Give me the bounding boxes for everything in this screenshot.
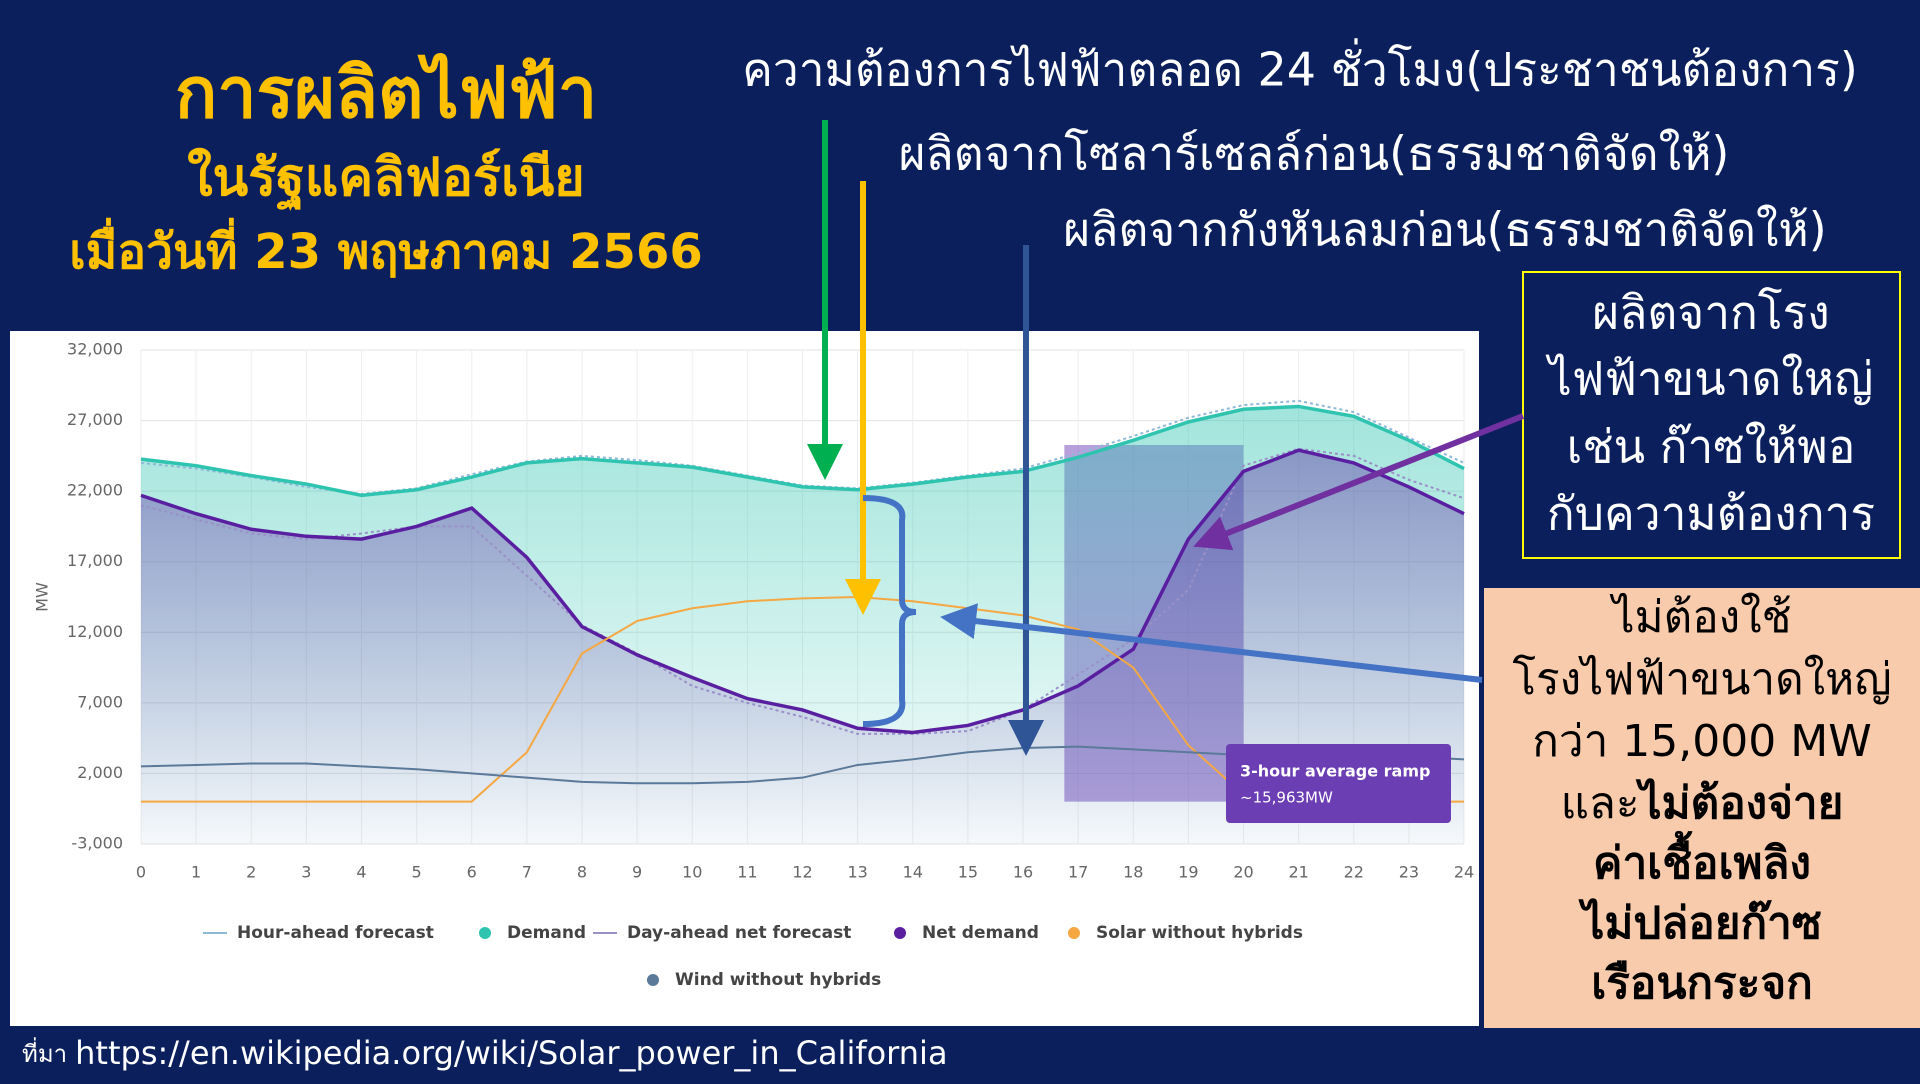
source-url: https://en.wikipedia.org/wiki/Solar_powe… bbox=[75, 1034, 947, 1072]
y-tick-label: 32,000 bbox=[67, 340, 123, 359]
benefit-line: ค่าเชื้อเพลิง bbox=[1593, 830, 1811, 889]
legend-label: Net demand bbox=[922, 923, 1039, 943]
gas-text: กับความต้องการ bbox=[1547, 487, 1875, 541]
x-tick-label: 4 bbox=[356, 863, 366, 882]
x-tick-label: 22 bbox=[1344, 863, 1364, 882]
x-tick-label: 3 bbox=[301, 863, 311, 882]
x-tick-label: 17 bbox=[1068, 863, 1088, 882]
x-tick-label: 21 bbox=[1288, 863, 1308, 882]
gas-text: ไฟฟ้าขนาดใหญ่ bbox=[1545, 352, 1874, 406]
x-tick-label: 9 bbox=[632, 863, 642, 882]
line bbox=[140, 448, 1465, 735]
legend-marker bbox=[1068, 927, 1080, 939]
source: ที่มา https://en.wikipedia.org/wiki/Solar… bbox=[22, 1034, 948, 1072]
x-tick-label: 19 bbox=[1178, 863, 1198, 882]
legend-marker bbox=[479, 927, 491, 939]
benefit-line: กว่า 15,000 MW bbox=[1532, 716, 1871, 767]
x-tick-label: 18 bbox=[1123, 863, 1143, 882]
arrow bbox=[940, 603, 1483, 683]
area bbox=[141, 450, 1464, 844]
x-tick-label: 12 bbox=[792, 863, 812, 882]
slide-title: ในรัฐแคลิฟอร์เนีย bbox=[187, 147, 585, 211]
y-tick-label: 12,000 bbox=[67, 622, 123, 641]
y-tick-label: 22,000 bbox=[67, 481, 123, 500]
benefit-line: และไม่ต้องจ่าย bbox=[1561, 777, 1844, 829]
source-prefix: ที่มา bbox=[22, 1037, 67, 1068]
benefit-word: ไม่ต้องจ่าย bbox=[1636, 777, 1844, 829]
gas-box bbox=[1522, 271, 1901, 559]
y-axis-label: MW bbox=[33, 582, 52, 612]
bracket bbox=[862, 495, 917, 727]
gas-text: เช่น ก๊าซให้พอ bbox=[1567, 420, 1856, 474]
y-tick-label: 17,000 bbox=[67, 551, 123, 570]
x-tick-label: 5 bbox=[412, 863, 422, 882]
slide-title: เมื่อวันที่ 23 พฤษภาคม 2566 bbox=[69, 217, 703, 280]
y-tick-label: 27,000 bbox=[67, 410, 123, 429]
x-tick-label: 1 bbox=[191, 863, 201, 882]
line bbox=[140, 404, 1465, 498]
x-tick-label: 15 bbox=[958, 863, 978, 882]
x-tick-label: 24 bbox=[1454, 863, 1474, 882]
slide-title: การผลิตไฟฟ้า bbox=[175, 52, 597, 134]
legend-label: Hour-ahead forecast bbox=[237, 923, 434, 943]
benefit-box bbox=[1484, 588, 1920, 1028]
legend-marker bbox=[894, 927, 906, 939]
x-tick-label: 8 bbox=[577, 863, 587, 882]
x-tick-label: 14 bbox=[903, 863, 923, 882]
benefit-line: ไม่ปล่อยก๊าซ bbox=[1578, 897, 1821, 949]
x-tick-label: 11 bbox=[737, 863, 757, 882]
label: ความต้องการไฟฟ้าตลอด 24 ชั่วโมง(ประชาชนต… bbox=[742, 38, 1858, 97]
benefit-text: ไม่ต้องใช้ โรงไฟฟ้าขนาดใหญ่ กว่า 15,000 … bbox=[1512, 592, 1891, 1009]
legend-label: Wind without hybrids bbox=[675, 970, 881, 990]
y-tick-label: 7,000 bbox=[77, 692, 123, 711]
legend-label: Day-ahead net forecast bbox=[627, 923, 851, 943]
y-tick-label: -3,000 bbox=[71, 834, 123, 853]
x-tick-label: 23 bbox=[1399, 863, 1419, 882]
x-tick-label: 7 bbox=[522, 863, 532, 882]
legend-label: Demand bbox=[507, 923, 586, 943]
annotation: 3-hour average ramp bbox=[1240, 762, 1430, 781]
label: ผลิตจากกังหันลมก่อน(ธรรมชาติจัดให้) bbox=[1063, 203, 1826, 257]
x-tick-label: 20 bbox=[1233, 863, 1253, 882]
label: ผลิตจากโซลาร์เซลล์ก่อน(ธรรมชาติจัดให้) bbox=[899, 127, 1730, 181]
x-tick-label: 6 bbox=[467, 863, 477, 882]
legend-marker bbox=[647, 974, 659, 986]
chart: -3,000 2,000 7,000 12,000 17,000 22,000 27,000… bbox=[33, 340, 1475, 991]
legend-label: Solar without hybrids bbox=[1096, 923, 1303, 943]
annotation-box bbox=[1226, 744, 1451, 823]
benefit-word: และ bbox=[1561, 778, 1640, 829]
arrow bbox=[1193, 413, 1525, 551]
y-tick-label: 2,000 bbox=[77, 763, 123, 782]
benefit-line: ไม่ต้องใช้ bbox=[1610, 592, 1792, 643]
gas-text: ผลิตจากโรง bbox=[1592, 286, 1830, 340]
x-tick-label: 0 bbox=[136, 863, 146, 882]
x-tick-label: 13 bbox=[847, 863, 867, 882]
line bbox=[140, 447, 1465, 735]
annotation: ~15,963MW bbox=[1240, 789, 1333, 807]
x-tick-label: 16 bbox=[1013, 863, 1033, 882]
benefit-line: เรือนกระจก bbox=[1591, 958, 1813, 1009]
x-tick-label: 10 bbox=[682, 863, 702, 882]
x-tick-label: 2 bbox=[246, 863, 256, 882]
benefit-line: โรงไฟฟ้าขนาดใหญ่ bbox=[1512, 654, 1891, 705]
